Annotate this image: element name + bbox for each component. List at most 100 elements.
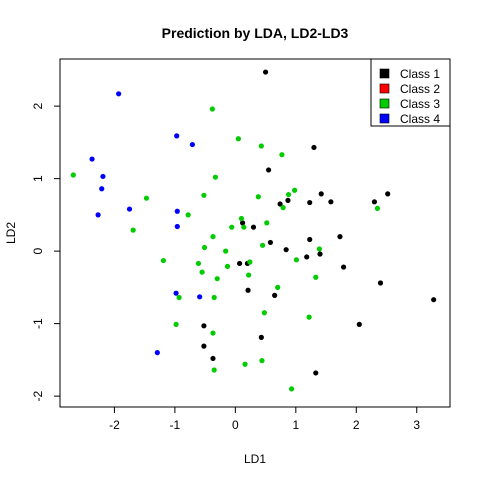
data-point [285, 197, 291, 203]
data-point [174, 208, 180, 214]
data-point [195, 260, 202, 267]
data-points [70, 69, 437, 392]
x-axis: -2 -1 0 1 2 3 [109, 406, 420, 432]
data-point [258, 334, 264, 340]
data-point [293, 257, 300, 263]
data-point [292, 187, 298, 193]
data-point [160, 257, 166, 264]
data-point [199, 269, 205, 275]
data-point [223, 248, 229, 254]
data-point [100, 173, 106, 180]
data-point [356, 321, 362, 327]
x-tick-label: 2 [353, 418, 360, 432]
data-point [130, 227, 136, 233]
data-point [176, 294, 182, 301]
data-point [116, 91, 122, 97]
data-point [258, 143, 264, 149]
data-point [89, 156, 95, 162]
data-point [306, 314, 312, 320]
y-tick-label: -1 [31, 318, 45, 329]
data-point [210, 355, 216, 362]
data-point [185, 212, 191, 218]
data-point [285, 191, 292, 198]
data-point [262, 69, 269, 75]
data-point [266, 167, 272, 173]
data-point [307, 199, 313, 206]
data-point [189, 141, 196, 148]
data-point [340, 264, 347, 270]
data-point [328, 199, 334, 205]
data-point [236, 260, 243, 267]
y-tick-label: 2 [31, 102, 45, 109]
x-tick-label: -1 [170, 418, 181, 432]
y-tick-label: 1 [31, 175, 45, 182]
data-point [259, 242, 266, 248]
data-point [154, 350, 160, 356]
data-point [279, 152, 285, 158]
x-axis-label: LD1 [244, 452, 266, 466]
data-point [242, 361, 248, 367]
y-tick-label: -2 [31, 390, 45, 401]
data-point [247, 259, 253, 265]
data-point [317, 251, 323, 257]
data-point [267, 239, 274, 246]
legend-swatch [379, 113, 390, 124]
data-point [261, 310, 267, 316]
legend-label: Class 3 [400, 97, 440, 111]
data-point [431, 297, 437, 303]
data-point [95, 212, 101, 218]
data-point [209, 106, 215, 112]
legend-swatch [379, 83, 390, 94]
data-point [250, 224, 257, 230]
data-point [229, 224, 235, 230]
data-point [337, 234, 343, 240]
data-point [238, 215, 244, 222]
data-point [201, 244, 208, 251]
data-point [201, 323, 207, 329]
data-point [174, 223, 180, 230]
data-point [211, 367, 217, 373]
data-point [304, 254, 310, 260]
data-point [70, 172, 76, 178]
data-point [313, 274, 319, 280]
data-point [214, 276, 220, 282]
data-point [126, 206, 133, 212]
y-axis-label: LD2 [4, 222, 18, 244]
x-tick-label: -2 [109, 418, 120, 432]
data-point [241, 224, 247, 230]
data-point [99, 186, 105, 192]
data-point [377, 280, 384, 286]
y-axis: -2 -1 0 1 2 [31, 102, 61, 401]
legend-swatch [379, 98, 390, 109]
data-point [374, 205, 381, 211]
data-point [201, 192, 207, 198]
y-tick-label: 0 [31, 247, 45, 254]
legend-label: Class 2 [400, 82, 440, 96]
data-point [224, 263, 231, 269]
data-point [210, 234, 216, 240]
data-point [201, 343, 207, 349]
data-point [210, 330, 216, 336]
x-tick-label: 0 [232, 418, 239, 432]
data-point [235, 136, 241, 142]
legend-swatch [379, 68, 390, 79]
data-point [197, 294, 203, 300]
data-point [212, 174, 218, 180]
data-point [316, 246, 322, 252]
data-point [318, 191, 324, 197]
data-point [211, 294, 217, 301]
legend-label: Class 4 [400, 112, 440, 126]
data-point [280, 205, 286, 211]
data-point [173, 321, 179, 327]
x-tick-label: 1 [292, 418, 299, 432]
data-point [240, 220, 246, 226]
data-point [371, 199, 378, 205]
data-point [385, 191, 391, 197]
data-point [313, 370, 319, 376]
data-point [255, 194, 261, 200]
data-point [277, 201, 283, 207]
data-point [246, 272, 252, 278]
